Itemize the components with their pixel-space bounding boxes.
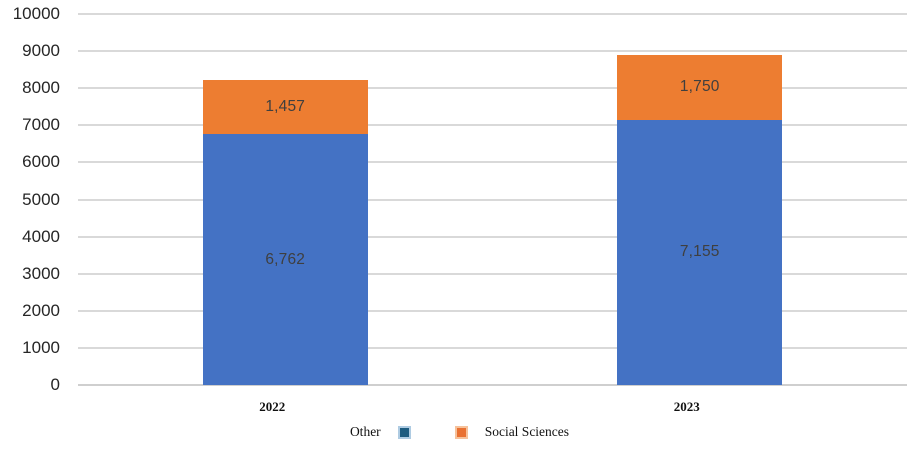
bar-value-label: 6,762	[265, 250, 306, 268]
gridline-6000	[78, 161, 907, 164]
x-axis-label-2023: 2023	[673, 399, 700, 414]
bar-value-label: 7,155	[679, 243, 720, 261]
y-axis-label: 6000	[22, 152, 60, 172]
chart-legend: Other Social Sciences	[0, 424, 919, 440]
bar-value-label: 1,750	[679, 78, 720, 96]
gridline-1000	[78, 346, 907, 349]
bar-value-label: 1,457	[265, 98, 306, 116]
gridline-8000	[78, 87, 907, 90]
legend-label: Other	[349, 424, 381, 439]
x-axis-label-2022: 2022	[259, 399, 286, 414]
gridline-7000	[78, 124, 907, 127]
y-axis-label: 7000	[22, 115, 60, 135]
y-axis-label: 8000	[22, 78, 60, 98]
y-axis-label: 3000	[22, 263, 60, 283]
y-axis-label: 0	[50, 375, 60, 394]
legend-item-social-sciences: Social Sciences	[454, 424, 570, 440]
gridline-10000	[78, 13, 907, 15]
legend-marker-other	[397, 425, 411, 439]
bar-2023-other: 7,155	[617, 119, 783, 385]
gridline-0	[78, 384, 907, 386]
legend-marker-social-sciences	[454, 425, 468, 439]
y-axis-label: 5000	[22, 189, 60, 209]
y-axis-label: 2000	[22, 300, 60, 320]
y-axis-label: 1000	[22, 337, 60, 357]
legend-label: Social Sciences	[484, 424, 570, 439]
y-axis-label: 9000	[22, 41, 60, 61]
legend-item-other: Other	[350, 424, 411, 440]
bar-2022-social-sciences: 1,457	[202, 80, 368, 135]
y-axis-label: 10000	[12, 4, 60, 23]
gridline-3000	[78, 272, 907, 275]
bar-2023-social-sciences: 1,750	[617, 54, 783, 120]
y-axis-label: 4000	[22, 226, 60, 246]
gridline-4000	[78, 235, 907, 238]
bar-2022-other: 6,762	[202, 134, 368, 385]
gridline-9000	[78, 50, 907, 53]
gridline-2000	[78, 309, 907, 312]
gridline-5000	[78, 198, 907, 201]
